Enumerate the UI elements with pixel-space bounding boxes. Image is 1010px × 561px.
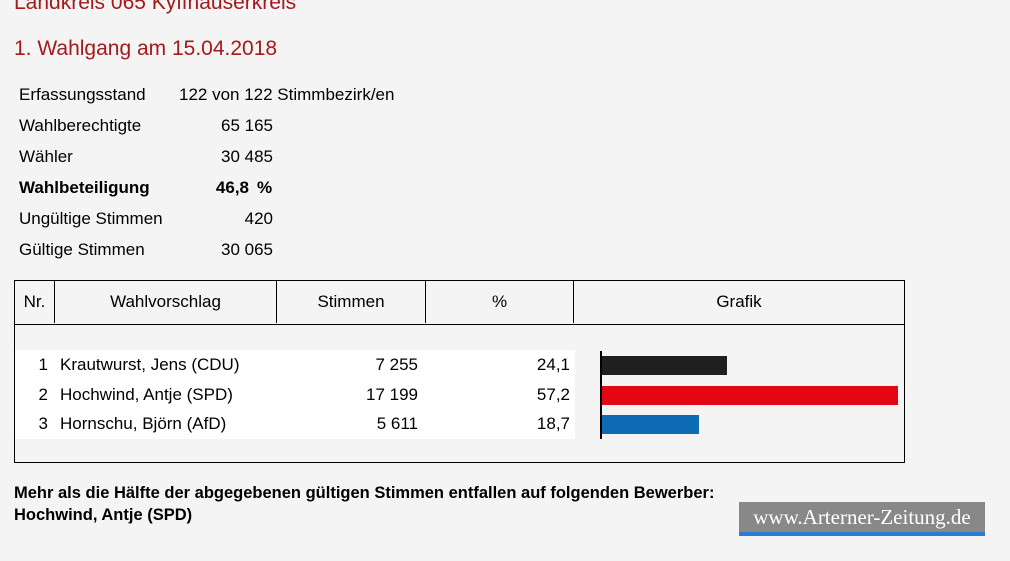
- row-number: 2: [38, 384, 48, 404]
- stat-unit: %: [257, 178, 273, 197]
- majority-note: Mehr als die Hälfte der abgegebenen gült…: [14, 482, 714, 526]
- candidate-name: Hochwind, Antje (SPD): [60, 384, 233, 404]
- row-number: 3: [38, 414, 48, 433]
- vote-bar: [602, 356, 727, 375]
- row-number: 1: [38, 355, 48, 374]
- header-votes: Stimmen: [277, 281, 426, 323]
- stat-value: 65 165: [221, 116, 273, 135]
- watermark: www.Arterner-Zeitung.de: [739, 502, 985, 536]
- stat-label: Ungültige Stimmen: [19, 209, 163, 228]
- table-row: 1 Krautwurst, Jens (CDU) 7 255 24,1: [15, 350, 575, 380]
- candidate-name: Krautwurst, Jens (CDU): [60, 355, 240, 374]
- table-body: 1 Krautwurst, Jens (CDU) 7 255 24,1 2 Ho…: [15, 350, 575, 439]
- stat-value: 30 065: [221, 240, 273, 259]
- vote-count: 17 199: [366, 384, 418, 404]
- vote-bar-chart: [600, 351, 900, 441]
- vote-count: 7 255: [375, 355, 418, 374]
- vote-percent: 24,1: [536, 355, 570, 374]
- vote-bar: [602, 415, 699, 434]
- header-candidate: Wahlvorschlag: [55, 281, 277, 323]
- stat-value: 46,8: [215, 178, 249, 197]
- header-percent: %: [426, 281, 574, 323]
- stat-value: 30 485: [221, 147, 273, 166]
- vote-count: 5 611: [376, 414, 418, 433]
- stat-label: Wähler: [19, 147, 73, 166]
- stat-label: Gültige Stimmen: [19, 240, 145, 259]
- chart-axis: [600, 351, 602, 439]
- table-header: Nr. Wahlvorschlag Stimmen % Grafik: [15, 281, 904, 325]
- vote-percent: 57,2: [536, 384, 570, 404]
- stat-label: Erfassungsstand: [19, 85, 146, 104]
- majority-winner: Hochwind, Antje (SPD): [14, 506, 193, 524]
- stat-value: 420: [244, 209, 273, 228]
- district-title: Landkreis 065 Kyffhäuserkreis: [14, 0, 297, 14]
- majority-note-text: Mehr als die Hälfte der abgegebenen gült…: [14, 484, 715, 502]
- results-table: Nr. Wahlvorschlag Stimmen % Grafik 1 Kra…: [14, 280, 905, 463]
- round-title: 1. Wahlgang am 15.04.2018: [14, 37, 278, 60]
- vote-percent: 18,7: [536, 414, 570, 433]
- candidate-name: Hornschu, Björn (AfD): [60, 414, 227, 433]
- header-chart: Grafik: [716, 292, 762, 311]
- stat-label: Wahlberechtigte: [19, 116, 142, 135]
- table-row: 3 Hornschu, Björn (AfD) 5 611 18,7: [15, 409, 575, 439]
- stat-value: 122 von 122 Stimmbezirk/en: [179, 85, 395, 104]
- stat-label: Wahlbeteiligung: [19, 178, 150, 197]
- header-nr: Nr.: [15, 281, 55, 323]
- table-row: 2 Hochwind, Antje (SPD) 17 199 57,2: [15, 380, 575, 410]
- vote-bar: [602, 386, 898, 405]
